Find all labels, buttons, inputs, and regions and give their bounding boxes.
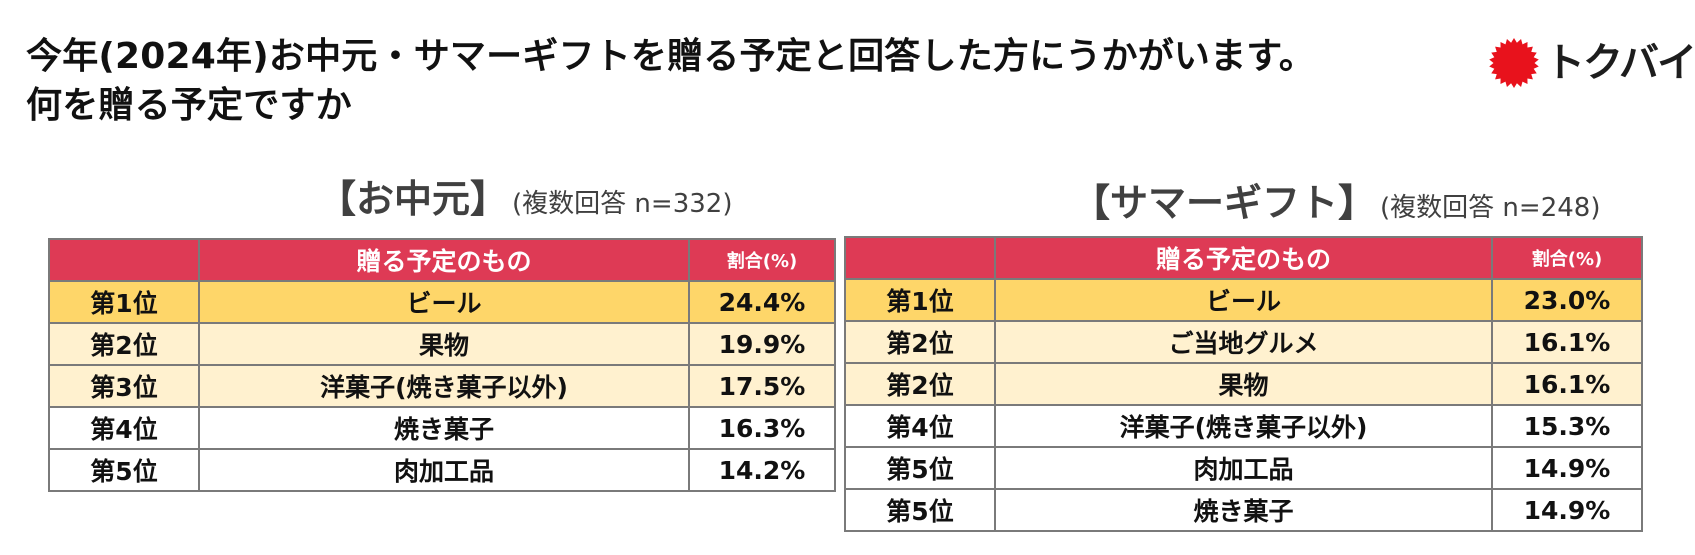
table-row: 第2位 ご当地グルメ 16.1% [844,320,1643,364]
item-cell: 焼き菓子 [198,406,690,450]
table-row: 第4位 焼き菓子 16.3% [48,406,836,450]
title-line-2: 何を贈る予定ですか [26,85,352,126]
item-cell: ご当地グルメ [994,320,1493,364]
header-pct: 割合(%) [1491,236,1643,280]
pct-cell: 23.0% [1491,278,1643,322]
title-line-1: 今年(2024年)お中元・サマーギフトを贈る予定と回答した方にうかがいます。 [26,36,1316,77]
header-pct: 割合(%) [688,238,836,282]
summer-gift-table: 贈る予定のもの 割合(%) 第1位 ビール 23.0% 第2位 ご当地グルメ 1… [844,236,1643,532]
item-cell: ビール [198,280,690,324]
ochugen-subtitle: (複数回答 n=332) [512,189,733,219]
rank-cell: 第4位 [48,406,200,450]
rank-cell: 第5位 [844,488,996,532]
rank-cell: 第1位 [844,278,996,322]
table-row: 第2位 果物 16.1% [844,362,1643,406]
table-row: 第4位 洋菓子(焼き菓子以外) 15.3% [844,404,1643,448]
item-cell: 肉加工品 [994,446,1493,490]
header-rank [844,236,996,280]
table-row: 第3位 洋菓子(焼き菓子以外) 17.5% [48,364,836,408]
rank-cell: 第3位 [48,364,200,408]
pct-cell: 17.5% [688,364,836,408]
item-cell: 焼き菓子 [994,488,1493,532]
pct-cell: 14.9% [1491,488,1643,532]
pct-cell: 15.3% [1491,404,1643,448]
rank-cell: 第5位 [844,446,996,490]
pct-cell: 14.2% [688,448,836,492]
rank-cell: 第2位 [844,362,996,406]
table-row: 第1位 ビール 23.0% [844,278,1643,322]
table-row: 第5位 肉加工品 14.2% [48,448,836,492]
ochugen-title-text: 【お中元】 [318,177,509,221]
header-rank [48,238,200,282]
header-item: 贈る予定のもの [198,238,690,282]
logo-text: トクバイ [1545,40,1695,86]
table-header-row: 贈る予定のもの 割合(%) [48,238,836,282]
ochugen-table: 贈る予定のもの 割合(%) 第1位 ビール 24.4% 第2位 果物 19.9%… [48,238,836,492]
item-cell: 洋菓子(焼き菓子以外) [198,364,690,408]
page-title: 今年(2024年)お中元・サマーギフトを贈る予定と回答した方にうかがいます。 何… [26,32,1446,130]
pct-cell: 24.4% [688,280,836,324]
summer-gift-title: 【サマーギフト】 (複数回答 n=248) [1072,178,1600,236]
summer-gift-subtitle: (複数回答 n=248) [1380,193,1601,223]
header-item: 贈る予定のもの [994,236,1493,280]
table-header-row: 贈る予定のもの 割合(%) [844,236,1643,280]
item-cell: 洋菓子(焼き菓子以外) [994,404,1493,448]
table-row: 第5位 焼き菓子 14.9% [844,488,1643,532]
pct-cell: 16.1% [1491,362,1643,406]
rank-cell: 第2位 [48,322,200,366]
rank-cell: 第4位 [844,404,996,448]
pct-cell: 14.9% [1491,446,1643,490]
table-row: 第5位 肉加工品 14.9% [844,446,1643,490]
pct-cell: 16.1% [1491,320,1643,364]
item-cell: ビール [994,278,1493,322]
item-cell: 果物 [198,322,690,366]
logo-burst-icon [1489,38,1539,88]
table-row: 第2位 果物 19.9% [48,322,836,366]
summer-gift-title-text: 【サマーギフト】 [1072,181,1377,225]
item-cell: 果物 [994,362,1493,406]
rank-cell: 第2位 [844,320,996,364]
rank-cell: 第1位 [48,280,200,324]
ochugen-title: 【お中元】 (複数回答 n=332) [318,174,732,232]
tokubai-logo: トクバイ [1488,34,1695,94]
pct-cell: 19.9% [688,322,836,366]
rank-cell: 第5位 [48,448,200,492]
table-row: 第1位 ビール 24.4% [48,280,836,324]
pct-cell: 16.3% [688,406,836,450]
item-cell: 肉加工品 [198,448,690,492]
